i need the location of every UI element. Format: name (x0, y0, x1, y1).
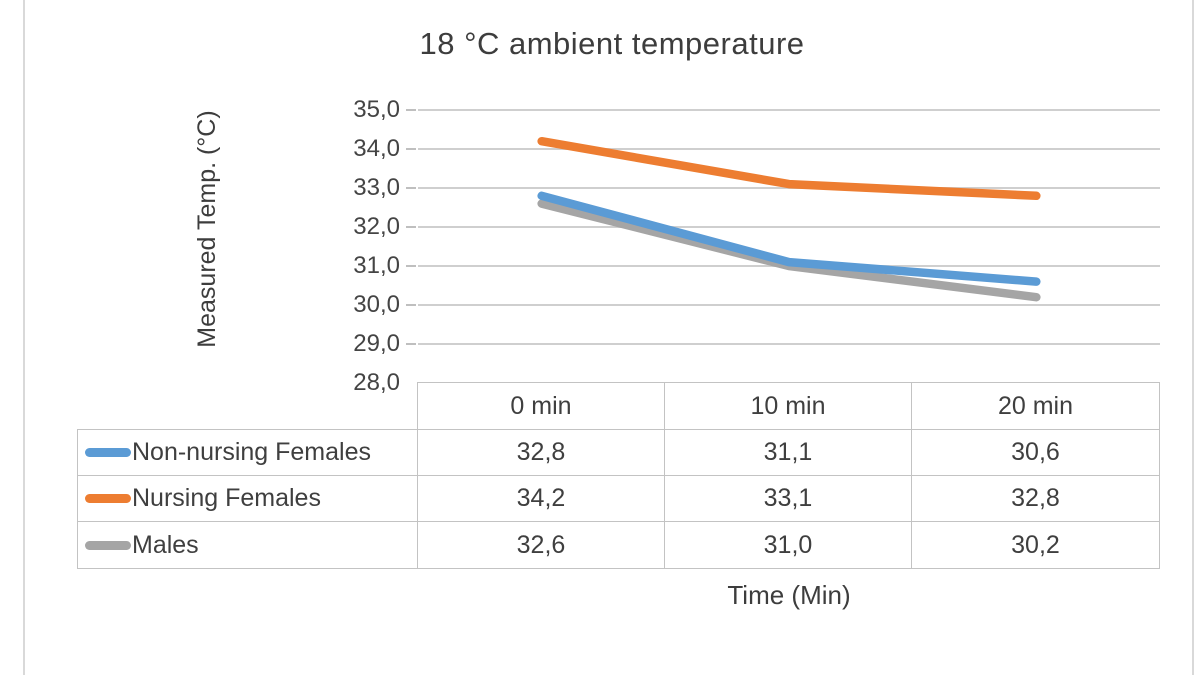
value-cell: 32,6 (417, 521, 665, 569)
series-line (537, 136, 1041, 201)
y-axis-tick-label: 34,0 (353, 135, 400, 162)
table-corner-spacer (77, 382, 418, 430)
x-axis-title: Time (Min) (727, 580, 851, 610)
y-axis-tick-label: 30,0 (353, 291, 400, 318)
y-axis-tick-label: 31,0 (353, 252, 400, 279)
y-axis-tick-label: 32,0 (353, 213, 400, 240)
legend-series-label: Non-nursing Females (132, 438, 371, 466)
value-cell: 33,1 (664, 475, 912, 522)
y-axis-tick-label: 33,0 (353, 174, 400, 201)
value-cell: 30,6 (911, 429, 1160, 476)
y-axis-tick-label: 35,0 (353, 96, 400, 123)
value-cell: 30,2 (911, 521, 1160, 569)
legend-cell: Males (77, 521, 418, 569)
y-axis-tick-label: 29,0 (353, 330, 400, 357)
legend-series-label: Males (132, 530, 199, 559)
legend-line-swatch (85, 540, 131, 550)
value-cell: 31,0 (664, 521, 912, 569)
value-cell: 32,8 (417, 429, 665, 476)
page-left-border (23, 0, 25, 675)
category-header-cell: 0 min (417, 382, 665, 430)
value-cell: 31,1 (664, 429, 912, 476)
category-header-cell: 10 min (664, 382, 912, 430)
category-header-cell: 20 min (911, 382, 1160, 430)
legend-series-label: Nursing Females (132, 484, 321, 512)
y-axis-title: Measured Temp. (°C) (193, 110, 221, 348)
y-axis-tick-label: 28,0 (353, 369, 400, 396)
plot-area (406, 109, 1160, 345)
legend-line-swatch (85, 494, 131, 503)
value-cell: 32,8 (911, 475, 1160, 522)
series-line (537, 191, 1041, 286)
legend-cell: Nursing Females (77, 475, 418, 522)
chart-title: 18 °C ambient temperature (419, 26, 805, 61)
legend-line-swatch (85, 448, 131, 457)
value-cell: 34,2 (417, 475, 665, 522)
page-right-border (1192, 0, 1194, 675)
data-table-with-legend: 0 min 10 min 20 min Non-nursing Females 32,8… (77, 382, 1160, 569)
legend-cell: Non-nursing Females (77, 429, 418, 476)
